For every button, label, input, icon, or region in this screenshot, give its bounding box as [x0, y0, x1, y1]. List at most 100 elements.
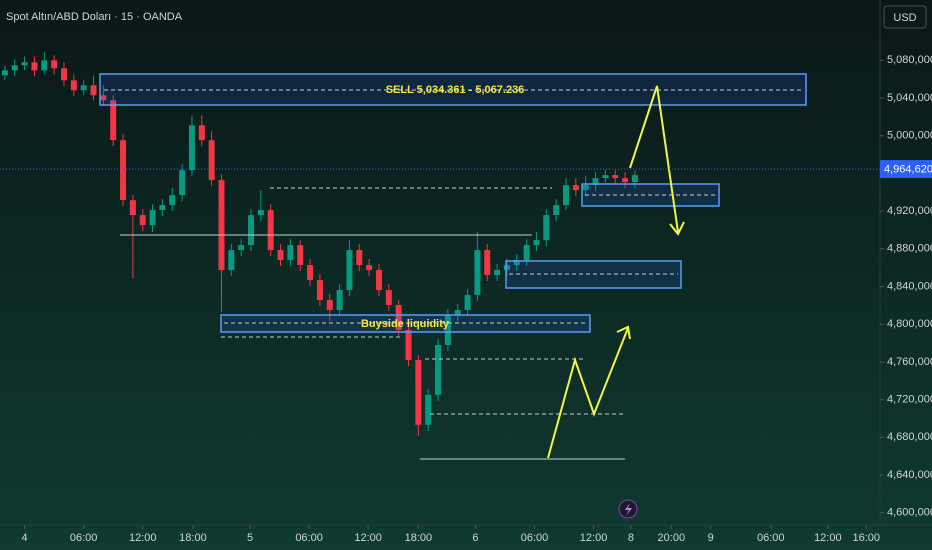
y-tick-label: 5,000,000	[887, 130, 932, 142]
candle-body	[513, 260, 520, 266]
x-tick-label: 06:00	[295, 532, 323, 544]
currency-label[interactable]: USD	[893, 12, 916, 24]
candle-body	[110, 100, 117, 141]
candle-body	[198, 125, 205, 141]
candle-body	[454, 310, 461, 315]
y-tick-label: 4,680,000	[887, 431, 932, 443]
candle-body	[60, 68, 67, 81]
candle-body	[562, 185, 569, 206]
candle-body	[622, 178, 629, 183]
candle-body	[336, 290, 343, 311]
y-tick-label: 4,640,000	[887, 469, 932, 481]
x-tick-label: 06:00	[70, 532, 98, 544]
currency-box[interactable]	[883, 5, 927, 29]
candle-body	[395, 305, 402, 330]
candle-body	[425, 394, 432, 425]
candle-body	[612, 175, 619, 179]
y-tick-label: 4,760,000	[887, 356, 932, 368]
y-tick-label: 4,840,000	[887, 280, 932, 292]
candle-body	[169, 195, 176, 206]
x-tick-label: 20:00	[658, 532, 686, 544]
sell-zone-label: SELL 5,034.361 - 5,067.236	[386, 84, 525, 96]
candle-body	[31, 62, 38, 71]
drawings: SELL 5,034.361 - 5,067.236 Buyside liqui…	[99, 73, 807, 460]
y-tick-label: 4,880,000	[887, 243, 932, 255]
candle-body	[356, 250, 363, 266]
plot-area	[1, 52, 638, 436]
x-tick-label: 9	[708, 532, 714, 544]
candle-body	[238, 245, 245, 251]
y-tick-label: 5,080,000	[887, 54, 932, 66]
candle-body	[218, 180, 225, 271]
candle-body	[533, 240, 540, 246]
x-tick-label: 4	[22, 532, 28, 544]
candle-body	[405, 329, 412, 360]
candle-body	[297, 245, 304, 266]
candle-body	[41, 60, 48, 71]
candle-body	[80, 85, 87, 91]
y-tick-label: 4,920,000	[887, 205, 932, 217]
x-tick-label: 18:00	[179, 532, 207, 544]
candle-body	[523, 245, 530, 261]
candle-body	[346, 250, 353, 291]
y-tick-label: 4,600,000	[887, 507, 932, 519]
candle-body	[316, 280, 323, 301]
chart-title: Spot Altın/ABD Doları · 15 · OANDA	[6, 11, 183, 23]
candle-body	[474, 250, 481, 296]
last-price-label: 4,964,620	[884, 163, 932, 175]
candle-body	[543, 215, 550, 241]
candle-body	[100, 95, 107, 101]
candle-body	[21, 62, 28, 66]
x-tick-label: 8	[628, 532, 634, 544]
y-tick-label: 4,720,000	[887, 394, 932, 406]
candle-body	[631, 175, 638, 183]
candle-body	[257, 210, 264, 216]
y-tick-label: 5,040,000	[887, 92, 932, 104]
projection-arrow	[547, 327, 629, 459]
candle-body	[11, 65, 18, 71]
candle-body	[592, 178, 599, 186]
projection-arrow	[629, 85, 679, 233]
x-tick-label: 12:00	[580, 532, 608, 544]
candle-body	[582, 185, 589, 191]
x-tick-label: 12:00	[814, 532, 842, 544]
x-tick-label: 12:00	[129, 532, 157, 544]
candle-body	[287, 245, 294, 261]
candle-body	[385, 290, 392, 306]
x-tick-label: 06:00	[757, 532, 785, 544]
x-tick-label: 6	[472, 532, 478, 544]
candle-body	[188, 125, 195, 171]
candle-body	[248, 215, 255, 246]
candle-body	[179, 170, 186, 196]
candle-body	[277, 250, 284, 261]
candle-body	[326, 300, 333, 311]
candle-body	[435, 344, 442, 395]
x-tick-label: 16:00	[852, 532, 880, 544]
candle-body	[366, 265, 373, 271]
candle-body	[602, 175, 609, 179]
candle-body	[307, 265, 314, 281]
event-icon-bolt	[625, 503, 632, 516]
arrow-head	[616, 325, 631, 340]
candle-body	[464, 295, 471, 311]
candle-body	[129, 200, 136, 216]
candle-body	[159, 205, 166, 211]
candle-body	[90, 85, 97, 96]
buyside-box	[220, 314, 591, 333]
candle-body	[149, 210, 156, 226]
candle-body	[484, 250, 491, 276]
candle-body	[139, 215, 146, 226]
y-tick-label: 4,800,000	[887, 318, 932, 330]
candle-body	[228, 250, 235, 271]
candle-body	[267, 210, 274, 251]
candle-body	[1, 70, 8, 76]
candle-body	[70, 80, 77, 91]
candle-body	[208, 140, 215, 181]
candle-body	[51, 60, 58, 69]
arrow-head	[669, 221, 685, 236]
x-tick-label: 12:00	[354, 532, 382, 544]
x-tick-label: 5	[247, 532, 253, 544]
